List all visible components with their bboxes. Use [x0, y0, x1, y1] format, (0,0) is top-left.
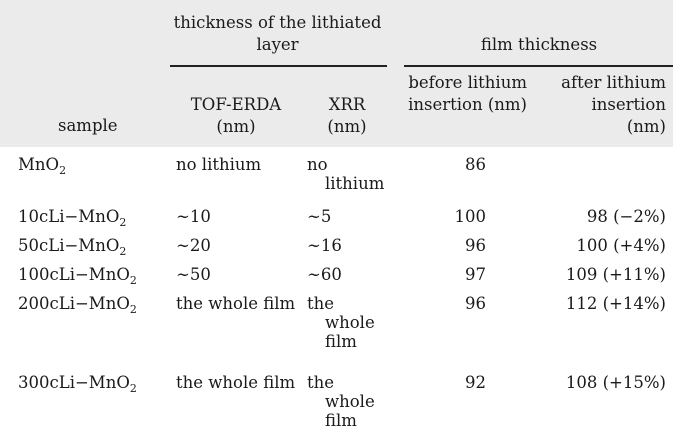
after-insertion-cell: 112 (+14%) — [565, 294, 666, 313]
tof-erda-cell: ∼50 — [176, 265, 211, 284]
sample-prefix: 200cLi− — [18, 294, 89, 313]
xrr-cell: ∼5 — [307, 207, 332, 226]
sample-subscript: 2 — [129, 382, 137, 395]
sample-cell: 200cLi−MnO2 — [18, 294, 168, 316]
after-insertion-cell: 100 (+4%) — [576, 236, 666, 255]
tof-erda-cell: ∼10 — [176, 207, 211, 226]
sample-subscript: 2 — [119, 245, 127, 258]
xrr-cell: the whole film — [307, 373, 375, 430]
header-lithiated-layer: thickness of the lithiated layer — [173, 13, 382, 54]
before-insertion-cell: 92 — [465, 373, 486, 392]
sample-formula: MnO — [88, 294, 130, 313]
sample-subscript: 2 — [59, 164, 67, 177]
xrr-cell: ∼60 — [307, 265, 342, 284]
xrr-cell: the whole film — [307, 294, 375, 351]
tof-erda-cell: ∼20 — [176, 236, 211, 255]
sample-prefix: 50cLi− — [18, 236, 79, 255]
sample-prefix: 10cLi− — [18, 207, 79, 226]
sample-formula: MnO — [18, 155, 60, 174]
sample-subscript: 2 — [129, 303, 137, 316]
tof-erda-cell: the whole film — [176, 373, 296, 392]
header-xrr: XRR (nm) — [327, 95, 367, 136]
header-before: before lithium insertion (nm) — [408, 73, 527, 114]
before-insertion-cell: 100 — [454, 207, 487, 226]
sample-cell: 50cLi−MnO2 — [18, 236, 168, 258]
xrr-cell: ∼16 — [307, 236, 342, 255]
sample-cell: 300cLi−MnO2 — [18, 373, 168, 395]
sample-subscript: 2 — [119, 216, 127, 229]
sample-prefix: 300cLi− — [18, 373, 89, 392]
header-film-thickness: film thickness — [480, 35, 598, 54]
sample-cell: MnO2 — [18, 155, 168, 177]
header-sample: sample — [58, 116, 118, 135]
sample-formula: MnO — [88, 265, 130, 284]
rule-lithiated — [170, 65, 387, 67]
sample-cell: 10cLi−MnO2 — [18, 207, 168, 229]
header-tof-erda: TOF-ERDA (nm) — [190, 95, 282, 136]
table-header — [0, 0, 673, 147]
before-insertion-cell: 96 — [465, 294, 486, 313]
sample-prefix: 100cLi− — [18, 265, 89, 284]
tof-erda-cell: no lithium — [176, 155, 262, 174]
sample-formula: MnO — [88, 373, 130, 392]
sample-formula: MnO — [78, 236, 120, 255]
rule-film — [404, 65, 673, 67]
xrr-cell: no lithium — [307, 155, 385, 193]
sample-cell: 100cLi−MnO2 — [18, 265, 168, 287]
before-insertion-cell: 86 — [465, 155, 486, 174]
before-insertion-cell: 96 — [465, 236, 486, 255]
sample-subscript: 2 — [129, 274, 137, 287]
sample-formula: MnO — [78, 207, 120, 226]
tof-erda-cell: the whole film — [176, 294, 296, 313]
before-insertion-cell: 97 — [465, 265, 486, 284]
header-after: after lithium insertion (nm) — [561, 73, 666, 136]
after-insertion-cell: 108 (+15%) — [565, 373, 666, 392]
after-insertion-cell: 98 (−2%) — [586, 207, 666, 226]
after-insertion-cell: 109 (+11%) — [565, 265, 666, 284]
